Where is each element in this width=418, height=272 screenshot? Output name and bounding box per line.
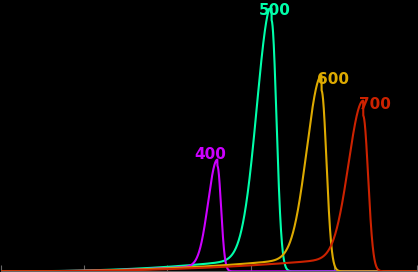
Text: 700: 700 bbox=[359, 97, 391, 112]
Text: 400: 400 bbox=[194, 147, 226, 162]
Text: 500: 500 bbox=[259, 3, 291, 18]
Text: 600: 600 bbox=[317, 72, 349, 87]
